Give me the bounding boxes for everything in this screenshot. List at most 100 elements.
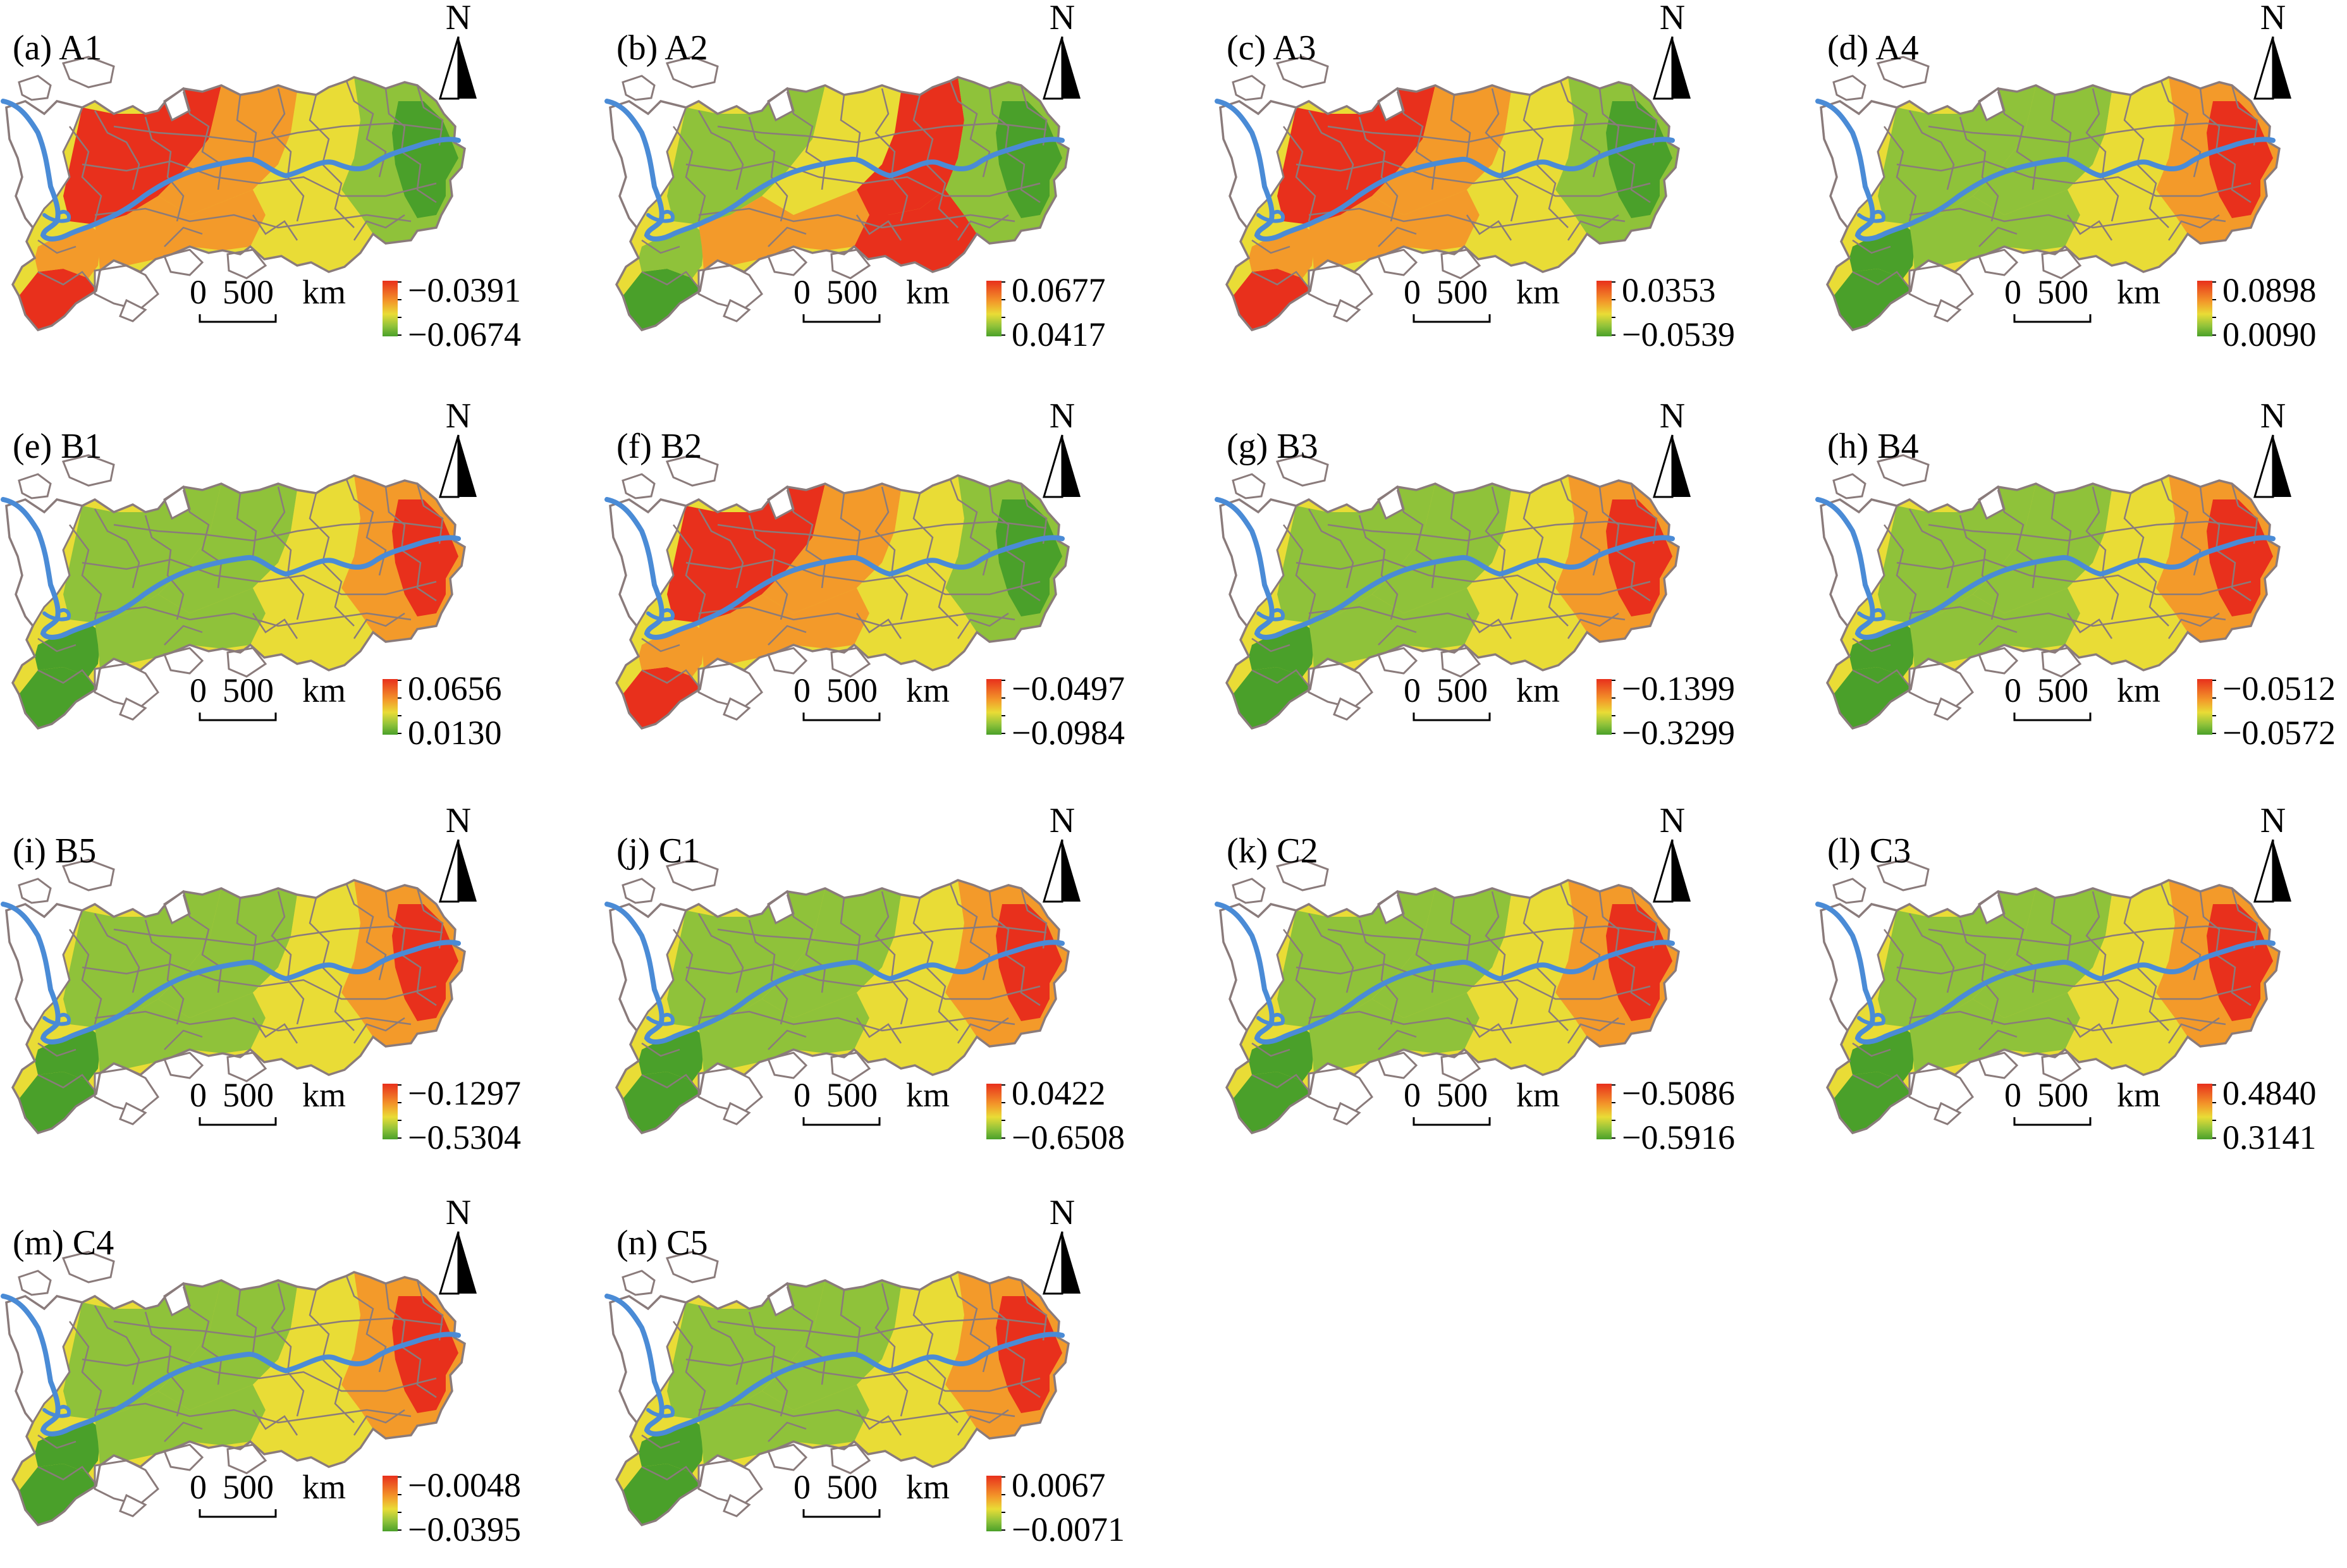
legend-max-value: −0.1297 xyxy=(408,1074,521,1112)
county-boundary xyxy=(1378,1029,1417,1050)
river-mainstem xyxy=(604,497,1065,640)
basin-outline xyxy=(609,879,1070,1135)
county-boundary xyxy=(1997,91,2037,190)
no-data-region xyxy=(766,1051,808,1079)
no-data-region xyxy=(1440,248,1481,279)
no-data-region xyxy=(1333,697,1361,721)
legend-max-value: −0.1399 xyxy=(1622,670,1735,707)
county-boundary xyxy=(1928,925,2258,946)
county-boundary xyxy=(685,1355,1041,1392)
basin-outline xyxy=(1219,879,1680,1135)
basin-map xyxy=(604,1251,1070,1527)
north-letter: N xyxy=(1659,801,1686,840)
county-boundary xyxy=(697,913,744,993)
river-mainstem xyxy=(1,497,461,640)
no-data-region xyxy=(1275,56,1329,89)
county-boundary xyxy=(786,489,826,589)
legend-min-value: −0.6508 xyxy=(1012,1118,1125,1156)
legend-ticks xyxy=(2212,680,2216,734)
scale-line xyxy=(802,713,881,721)
county-boundary xyxy=(768,1421,807,1442)
county-boundary xyxy=(717,122,1047,144)
scale-bar: 0 500 km xyxy=(794,673,983,724)
no-data-region xyxy=(1275,859,1329,891)
region-midsouth2 xyxy=(1464,993,1587,1075)
no-data-region xyxy=(1832,473,1866,499)
county-boundary xyxy=(697,110,744,190)
county-boundary xyxy=(182,894,223,993)
county-boundary xyxy=(1378,625,1417,646)
scale-zero-label: 0 xyxy=(190,273,207,311)
county-boundary xyxy=(717,520,1047,542)
river-branch xyxy=(646,210,675,223)
river-mainstem xyxy=(1815,902,2276,1044)
region-westmid xyxy=(1249,623,1315,677)
legend-color-ramp xyxy=(2197,1084,2212,1139)
county-boundary xyxy=(1852,271,1910,288)
region-upper xyxy=(667,85,825,224)
scale-500-label: 500 xyxy=(223,273,274,311)
legend-color-ramp xyxy=(986,1084,1002,1139)
region-westlow xyxy=(1834,667,1911,728)
county-boundary xyxy=(1283,524,1316,620)
scale-unit-label: km xyxy=(2117,671,2161,709)
basin-map xyxy=(1,1251,466,1527)
region-uppermid xyxy=(762,1280,901,1410)
scale-500-label: 500 xyxy=(223,671,274,709)
county-boundary xyxy=(1997,489,2037,589)
county-boundary xyxy=(673,524,706,620)
no-data-region xyxy=(1232,473,1266,499)
county-boundary xyxy=(1978,226,2018,247)
legend-max-value: −0.0512 xyxy=(2222,670,2336,707)
scale-line xyxy=(2013,314,2092,323)
basin-outline xyxy=(5,1271,466,1527)
legend-min-value: −0.5304 xyxy=(408,1118,521,1156)
scale-zero-label: 0 xyxy=(794,1076,811,1114)
region-westmid xyxy=(1849,623,1916,677)
river-branch xyxy=(42,608,71,622)
basin-map xyxy=(1215,859,1680,1135)
county-boundary xyxy=(641,1042,680,1057)
panel-label: (n) C5 xyxy=(616,1223,708,1263)
county-boundary xyxy=(1378,226,1417,247)
no-data-region xyxy=(1876,56,1930,89)
county-boundary xyxy=(717,1317,1047,1338)
scale-bar: 0 500 km xyxy=(2004,673,2194,724)
scale-zero-label: 0 xyxy=(2004,273,2021,311)
map-panel: (j) C1 N 0 500 km 0.0422 −0.6508 xyxy=(604,803,1186,1176)
scale-line xyxy=(199,713,277,721)
river-branch xyxy=(1857,1013,1885,1026)
legend: 0.0067 −0.0071 xyxy=(986,1468,1182,1562)
no-data-region xyxy=(1376,248,1418,276)
region-westlow xyxy=(19,269,96,330)
county-boundary xyxy=(855,613,902,639)
region-westlow xyxy=(1233,269,1310,330)
legend-ticks xyxy=(1612,1084,1615,1139)
basin-outline xyxy=(5,76,466,332)
county-boundary xyxy=(957,612,1009,639)
no-data-region xyxy=(2041,647,2082,678)
county-boundary xyxy=(1908,110,1955,190)
scale-unit-label: km xyxy=(2117,1076,2161,1114)
county-boundary xyxy=(37,239,77,254)
north-arrow-icon xyxy=(438,36,477,100)
region-upper xyxy=(63,484,221,623)
no-data-region xyxy=(226,248,267,279)
no-data-region xyxy=(1376,647,1418,675)
north-letter: N xyxy=(1049,1193,1075,1232)
river-mainstem xyxy=(1815,497,2276,640)
county-boundary xyxy=(252,1409,298,1436)
county-boundary xyxy=(874,88,909,222)
county-boundary xyxy=(82,1355,437,1392)
county-boundary xyxy=(1567,214,1619,241)
region-uppermid xyxy=(1973,888,2112,1018)
basin-outline xyxy=(5,474,466,730)
scale-500-label: 500 xyxy=(2037,671,2088,709)
scale-unit-label: km xyxy=(906,671,950,709)
county-boundary xyxy=(37,1434,77,1449)
county-boundary xyxy=(1959,515,1999,620)
region-midsouth2 xyxy=(854,1385,977,1467)
legend-max-value: 0.0422 xyxy=(1012,1074,1106,1112)
county-boundary xyxy=(641,1074,699,1091)
map-panel: (h) B4 N 0 500 km −0.0512 −0.0572 xyxy=(1815,398,2347,771)
